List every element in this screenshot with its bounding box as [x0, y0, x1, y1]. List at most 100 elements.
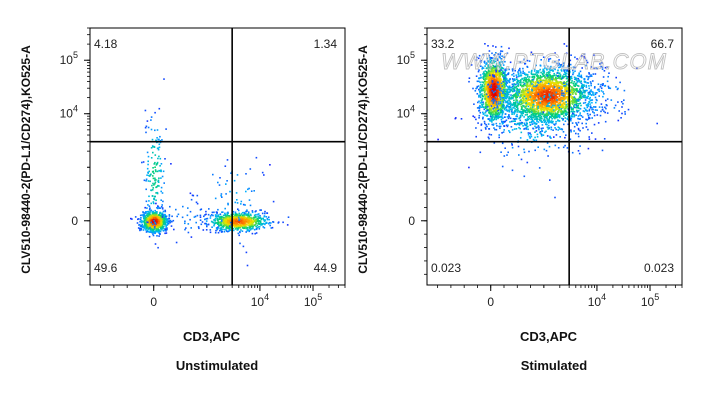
- event-dot: [147, 227, 149, 229]
- event-dot: [494, 117, 496, 119]
- event-dot: [234, 180, 236, 182]
- event-dot: [145, 180, 147, 182]
- event-dot: [159, 108, 161, 110]
- event-dot: [563, 97, 565, 99]
- event-dot: [489, 112, 491, 114]
- event-dot: [184, 223, 186, 225]
- event-dot: [226, 216, 228, 218]
- event-dot: [254, 225, 256, 227]
- event-dot: [143, 215, 145, 217]
- event-dot: [250, 226, 252, 228]
- event-dot: [235, 212, 237, 214]
- event-dot: [149, 205, 151, 207]
- event-dot: [148, 220, 150, 222]
- event-dot: [499, 80, 501, 82]
- event-dot: [255, 216, 257, 218]
- event-dot: [525, 85, 527, 87]
- event-dot: [493, 104, 495, 106]
- event-dot: [496, 123, 498, 125]
- event-dot: [224, 231, 226, 233]
- event-dot: [251, 190, 253, 192]
- event-dot: [236, 192, 238, 194]
- event-dot: [496, 88, 498, 90]
- event-dot: [492, 90, 494, 92]
- event-dot: [155, 217, 157, 219]
- event-dot: [147, 222, 149, 224]
- event-dot: [256, 232, 258, 234]
- event-dot: [157, 216, 159, 218]
- event-dot: [489, 85, 491, 87]
- event-dot: [155, 231, 157, 233]
- event-dot: [257, 221, 259, 223]
- event-dot: [504, 89, 506, 91]
- event-dot: [251, 217, 253, 219]
- event-dot: [158, 156, 160, 158]
- event-dot: [158, 177, 160, 179]
- event-dot: [497, 90, 499, 92]
- event-dot: [163, 78, 165, 80]
- event-dot: [521, 90, 523, 92]
- event-dot: [147, 229, 149, 231]
- event-dot: [151, 230, 153, 232]
- event-dot: [147, 172, 149, 174]
- event-dot: [155, 200, 157, 202]
- event-dot: [240, 224, 242, 226]
- event-dot: [149, 227, 151, 229]
- event-dot: [162, 212, 164, 214]
- event-dot: [156, 228, 158, 230]
- event-dot: [511, 112, 513, 114]
- event-dot: [518, 146, 520, 148]
- event-dot: [169, 214, 171, 216]
- event-dot: [246, 209, 248, 211]
- event-dot: [269, 164, 271, 166]
- event-dot: [164, 222, 166, 224]
- event-dot: [475, 90, 477, 92]
- event-dot: [162, 176, 164, 178]
- event-dot: [521, 78, 523, 80]
- event-dot: [130, 218, 132, 220]
- event-dot: [166, 221, 168, 223]
- event-dot: [153, 178, 155, 180]
- event-dot: [176, 216, 178, 218]
- event-dot: [259, 215, 261, 217]
- event-dot: [244, 227, 246, 229]
- event-dot: [487, 99, 489, 101]
- event-dot: [206, 220, 208, 222]
- event-dot: [570, 89, 572, 91]
- event-dot: [523, 116, 525, 118]
- event-dot: [218, 214, 220, 216]
- event-dot: [580, 105, 582, 107]
- event-dot: [217, 222, 219, 224]
- event-dot: [221, 193, 223, 195]
- event-dot: [605, 100, 607, 102]
- event-dot: [250, 168, 252, 170]
- event-dot: [513, 94, 515, 96]
- event-dot: [498, 78, 500, 80]
- event-dot: [171, 216, 173, 218]
- event-dot: [220, 213, 222, 215]
- event-dot: [239, 232, 241, 234]
- event-dot: [247, 222, 249, 224]
- event-dot: [511, 74, 513, 76]
- event-dot: [249, 219, 251, 221]
- event-dot: [262, 213, 264, 215]
- event-dot: [153, 235, 155, 237]
- event-dot: [483, 113, 485, 115]
- event-dot: [145, 225, 147, 227]
- event-dot: [149, 181, 151, 183]
- event-dot: [248, 188, 250, 190]
- event-dot: [189, 219, 191, 221]
- event-dot: [152, 146, 154, 148]
- event-dot: [519, 124, 521, 126]
- event-dot: [187, 207, 189, 209]
- event-dot: [266, 212, 268, 214]
- event-dot: [574, 77, 576, 79]
- event-dot: [153, 184, 155, 186]
- event-dot: [211, 226, 213, 228]
- event-dot: [533, 82, 535, 84]
- event-dot: [146, 214, 148, 216]
- event-dot: [501, 46, 503, 48]
- event-dot: [161, 204, 163, 206]
- event-dot: [173, 229, 175, 231]
- event-dot: [264, 216, 266, 218]
